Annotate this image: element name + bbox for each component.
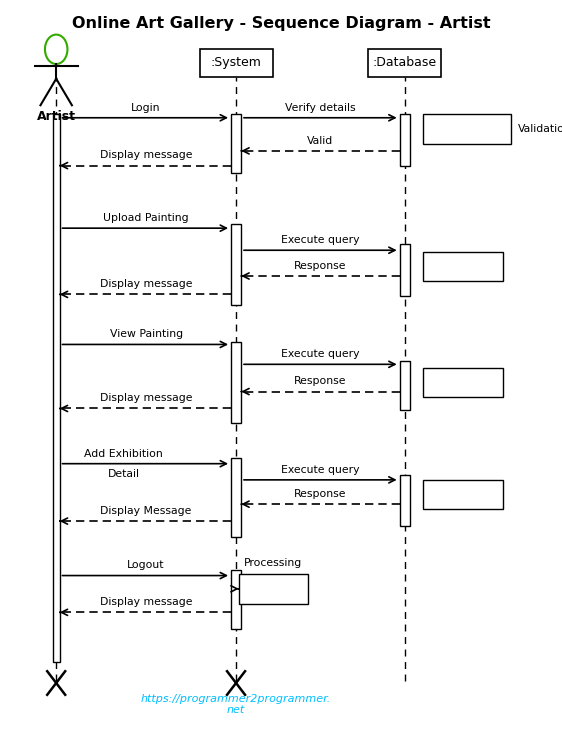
Text: Display message: Display message (100, 279, 192, 289)
Text: View Painting: View Painting (110, 329, 183, 339)
Bar (400, 361, 410, 410)
Bar (423, 252, 503, 281)
Text: Add Exhibition: Add Exhibition (84, 448, 163, 459)
Text: Response: Response (294, 261, 347, 271)
Text: Verify details: Verify details (285, 102, 356, 113)
Bar (231, 570, 241, 629)
Bar (231, 342, 241, 423)
Bar (423, 368, 503, 397)
Bar (423, 114, 511, 144)
Text: Detail: Detail (108, 469, 139, 479)
Bar (231, 224, 241, 305)
Bar (200, 49, 273, 77)
Text: Execute query: Execute query (281, 464, 360, 475)
Text: Login: Login (132, 102, 161, 113)
Bar (231, 458, 241, 537)
Text: Execute query: Execute query (281, 349, 360, 359)
Bar (53, 114, 60, 662)
Bar (368, 49, 441, 77)
Text: Online Art Gallery - Sequence Diagram - Artist: Online Art Gallery - Sequence Diagram - … (72, 16, 490, 31)
Text: Artist: Artist (37, 110, 76, 123)
Bar (400, 114, 410, 166)
Bar (231, 114, 241, 173)
Bar (400, 475, 410, 526)
Text: Valid: Valid (307, 135, 333, 146)
Text: Response: Response (294, 376, 347, 386)
Text: Display message: Display message (100, 597, 192, 607)
Text: Execute query: Execute query (281, 235, 360, 245)
Text: Validation: Validation (518, 124, 562, 134)
Text: Logout: Logout (128, 560, 165, 570)
Text: Upload Painting: Upload Painting (103, 213, 189, 223)
Text: Display Message: Display Message (101, 506, 192, 516)
Circle shape (45, 35, 67, 64)
Text: https://programmer2programmer.
net: https://programmer2programmer. net (141, 694, 331, 715)
Bar (423, 480, 503, 509)
Text: Response: Response (294, 489, 347, 499)
Text: :Database: :Database (373, 56, 437, 69)
Text: Display message: Display message (100, 393, 192, 403)
Text: Processing: Processing (244, 558, 302, 568)
Bar (239, 574, 308, 604)
Text: Display message: Display message (100, 150, 192, 160)
Bar (400, 244, 410, 296)
Text: :System: :System (211, 56, 261, 69)
